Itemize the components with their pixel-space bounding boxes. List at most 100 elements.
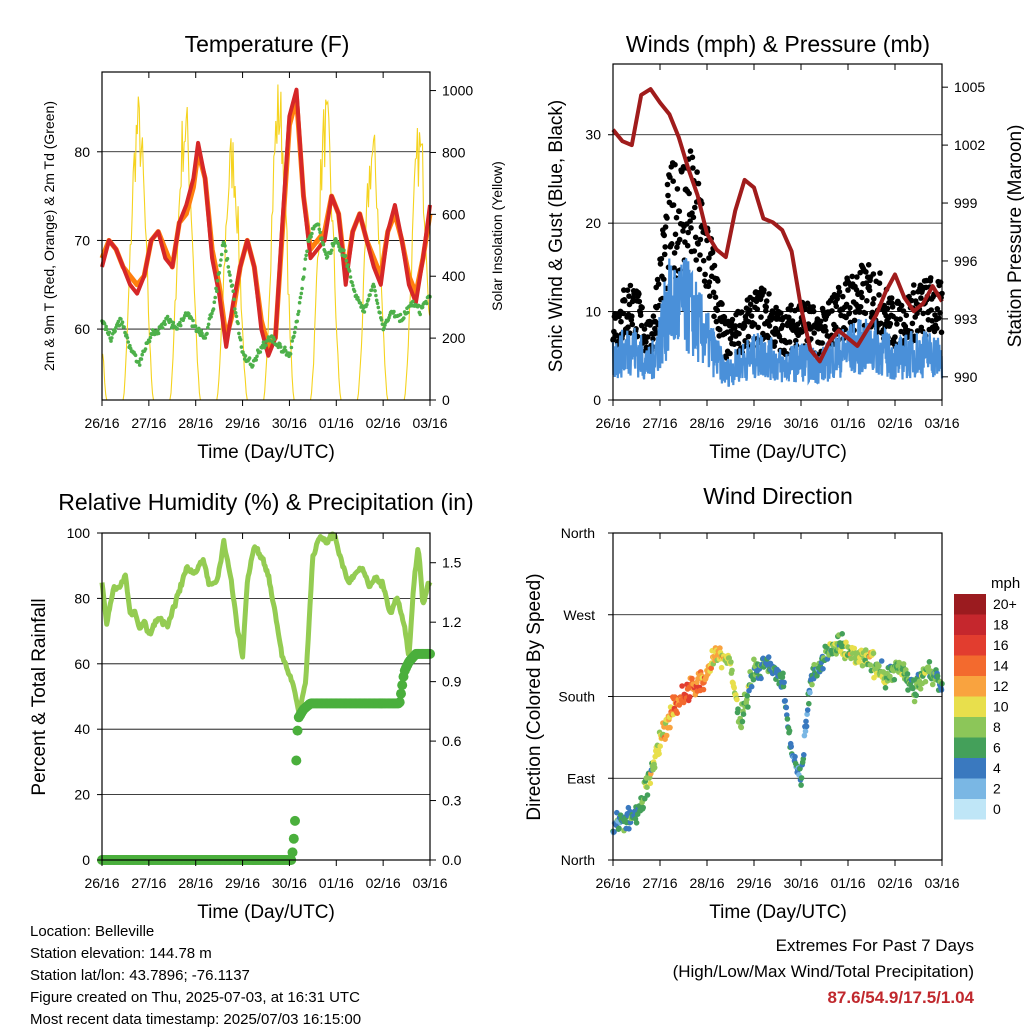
direction-point [735, 706, 741, 712]
direction-xtick-label: 29/16 [736, 875, 771, 891]
gust-point [636, 298, 643, 305]
gust-point [911, 282, 917, 288]
winds-xtick-label: 03/16 [924, 415, 959, 431]
dewpoint-point [187, 312, 191, 316]
gust-point [833, 303, 840, 310]
gust-point [771, 343, 777, 350]
direction-point [740, 711, 747, 717]
gust-point [685, 229, 691, 236]
gust-point [652, 325, 658, 332]
direction-point [751, 656, 757, 663]
gust-point [876, 280, 883, 287]
gust-point [836, 289, 843, 295]
gust-point [776, 333, 783, 340]
gust-point [918, 295, 924, 301]
speed-legend-swatch [954, 778, 986, 799]
gust-point [772, 339, 778, 345]
dewpoint-point [178, 323, 183, 328]
direction-point [891, 676, 898, 683]
direction-point [925, 664, 932, 670]
speed-legend-title: mph [991, 575, 1020, 592]
temperature-xtick-label: 01/16 [319, 415, 354, 431]
direction-point [807, 689, 813, 696]
gust-point [684, 242, 691, 249]
winds-xtick-label: 29/16 [736, 415, 771, 431]
dewpoint-point [283, 345, 287, 350]
solar-y2-label: Solar Insolation (Yellow) [489, 161, 505, 311]
dewpoint-point [347, 269, 352, 273]
dewpoint-point [247, 356, 252, 360]
gust-point [835, 284, 842, 291]
temperature-title: Temperature (F) [185, 31, 350, 57]
dewpoint-point [133, 353, 138, 358]
gust-point [654, 276, 661, 283]
gust-point [862, 310, 869, 317]
gust-point [857, 304, 864, 310]
gust-point [626, 293, 632, 300]
direction-point [616, 825, 622, 832]
dewpoint-point [378, 310, 382, 315]
gust-point [877, 270, 883, 276]
gust-point [721, 314, 728, 321]
dewpoint-point [336, 241, 341, 246]
speed-legend-swatch [954, 758, 986, 779]
gust-point [712, 294, 719, 301]
dewpoint-point [301, 275, 306, 280]
dewpoint-point [214, 286, 218, 291]
direction-point [617, 812, 624, 818]
dewpoint-point [232, 297, 236, 302]
dewpoint-point [230, 283, 235, 288]
dewpoint-point [375, 301, 380, 306]
winds-ytick-label: 0 [593, 392, 601, 408]
direction-point [878, 658, 885, 664]
gust-point [701, 278, 708, 285]
gust-point [692, 234, 699, 241]
dewpoint-point [295, 319, 300, 324]
direction-ytick-label: East [567, 770, 595, 786]
pressure-ytick-label: 1005 [954, 79, 985, 95]
direction-xtick-label: 03/16 [924, 875, 959, 891]
humidity-y-label: Percent & Total Rainfall [29, 598, 50, 795]
direction-point [729, 667, 735, 674]
dewpoint-point [109, 339, 113, 343]
dewpoint-point [310, 231, 314, 236]
speed-legend-label: 20+ [993, 596, 1017, 612]
direction-point [687, 694, 693, 700]
direction-point [801, 752, 807, 758]
direction-point [784, 716, 791, 722]
direction-point [803, 718, 809, 725]
direction-point [728, 659, 734, 665]
gust-point [851, 317, 858, 324]
direction-point [657, 743, 663, 749]
gust-point [823, 328, 829, 334]
gust-point [687, 218, 693, 224]
gust-point [747, 307, 753, 313]
dewpoint-point [226, 265, 231, 269]
temperature-xtick-label: 03/16 [412, 415, 447, 431]
dewpoint-point [113, 329, 117, 334]
dewpoint-point [292, 334, 296, 339]
precip-point [394, 697, 405, 708]
dewpoint-point [206, 325, 210, 330]
dewpoint-point [178, 320, 182, 325]
gust-point [661, 276, 667, 283]
dewpoint-point [344, 258, 349, 263]
dewpoint-point [107, 330, 112, 335]
dewpoint-point [352, 289, 357, 294]
speed-legend-label: 6 [993, 740, 1001, 756]
gust-point [770, 309, 777, 316]
direction-point [744, 693, 751, 699]
gust-point [810, 308, 817, 315]
humidity-xtick-label: 02/16 [366, 875, 401, 891]
humidity-ytick-label: 40 [74, 721, 90, 737]
temperature-plot-frame [101, 71, 431, 401]
direction-point [839, 631, 845, 637]
gust-point [819, 340, 825, 346]
gust-point [857, 309, 863, 315]
solar-ytick-label: 800 [442, 144, 466, 160]
solar-insolation-line [263, 84, 295, 401]
gust-point [894, 321, 900, 327]
speed-legend-label: 0 [993, 801, 1001, 817]
gust-point [705, 283, 712, 290]
